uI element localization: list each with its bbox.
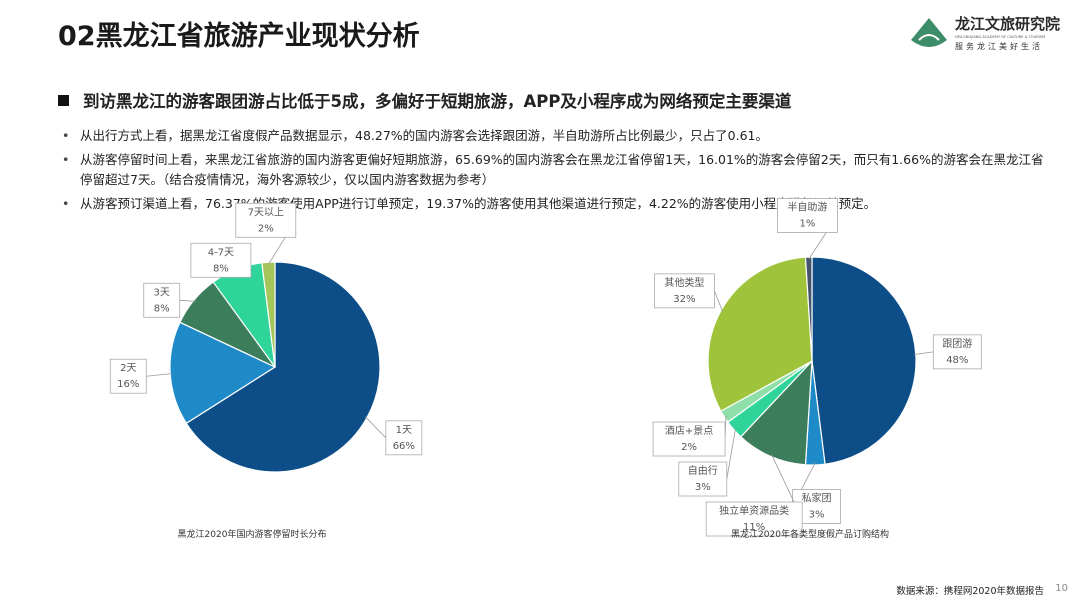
pie-slice	[185, 261, 381, 473]
label-box	[777, 198, 838, 233]
slice-value-label: 3%	[695, 482, 711, 493]
slice-value-label: 16%	[117, 379, 139, 390]
pie-slice	[811, 256, 917, 465]
bullet: 从出行方式上看，据黑龙江省度假产品数据显示，48.27%的国内游客会选择跟团游，…	[60, 126, 1045, 146]
bullet-list: 从出行方式上看，据黑龙江省度假产品数据显示，48.27%的国内游客会选择跟团游，…	[60, 126, 1045, 218]
slice-category: 酒店+景点	[665, 424, 713, 437]
headline: 到访黑龙江的游客跟团游占比低于5成，多偏好于短期旅游，APP及小程序成为网络预定…	[58, 88, 791, 112]
logo: 龙江文旅研究院 HEILONGJIANG ACADEMY OF CULTURE …	[911, 15, 1060, 51]
pie-slice	[707, 256, 813, 412]
label-box	[109, 358, 147, 394]
label-box	[143, 282, 181, 318]
slide-title: 02黑龙江省旅游产业现状分析	[58, 21, 420, 52]
logo-english: HEILONGJIANG ACADEMY OF CULTURE & TOURIS…	[955, 35, 1045, 39]
slice-value-label: 48%	[946, 355, 968, 366]
slice-category: 其他类型	[664, 276, 704, 289]
pie-slice	[804, 256, 813, 362]
leader-line	[179, 299, 196, 302]
slice-category: 7天以上	[248, 206, 284, 218]
slice-value-label: 8%	[154, 303, 170, 314]
slice-value-label: 2%	[681, 442, 697, 453]
slice-category: 私家团	[802, 492, 832, 505]
leader-line	[146, 373, 173, 377]
slice-category: 3天	[154, 287, 170, 298]
label-box	[652, 421, 726, 457]
logo-icon-detail	[918, 34, 940, 41]
slice-category: 半自助游	[787, 200, 827, 213]
slice-category: 1天	[396, 425, 412, 436]
slice-value-label: 1%	[799, 218, 815, 229]
slice-value-label: 32%	[673, 294, 695, 305]
page-number: 10	[1055, 583, 1068, 594]
bullet: 从游客停留时间上看，来黑龙江省旅游的国内游客更偏好短期旅游，65.69%的国内游…	[60, 150, 1045, 190]
pie-slice	[739, 359, 813, 466]
leader-line	[913, 351, 934, 355]
label-box	[654, 273, 715, 309]
slice-category: 独立单资源品类	[719, 504, 789, 517]
slice-value-label: 3%	[809, 510, 825, 521]
label-box	[705, 501, 803, 537]
label-box	[190, 242, 252, 278]
slice-category: 自由行	[688, 464, 718, 477]
label-box	[678, 461, 728, 497]
logo-slogan: 服务龙江美好生活	[955, 41, 1043, 51]
source-note: 数据来源：携程网2020年数据报告	[896, 586, 1044, 597]
leader-line	[364, 416, 387, 439]
slice-value-label: 66%	[393, 441, 415, 452]
slice-category: 4-7天	[208, 247, 234, 258]
slice-value-label: 11%	[743, 522, 765, 533]
label-box	[385, 420, 423, 456]
slice-value-label: 8%	[213, 263, 229, 274]
label-box	[932, 334, 982, 370]
slice-value-label: 2%	[258, 223, 274, 234]
label-box	[235, 202, 297, 238]
leader-line	[714, 290, 724, 313]
pie-slice	[261, 261, 276, 368]
slice-category: 跟团游	[942, 337, 972, 350]
chart-caption: 黑龙江2020年国内游客停留时长分布	[178, 528, 327, 540]
leader-line	[726, 428, 736, 480]
chart-caption: 黑龙江2020年各类型度假产品订购结构	[731, 528, 889, 540]
slice-category: 2天	[120, 363, 136, 374]
logo-name: 龙江文旅研究院	[954, 15, 1060, 33]
